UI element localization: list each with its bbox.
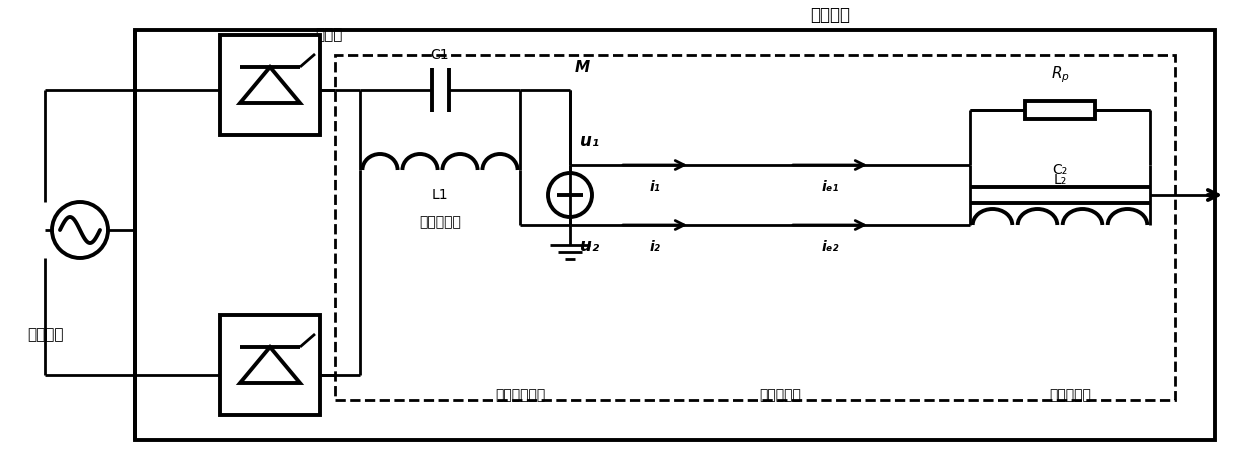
Bar: [219, 315, 320, 415]
Text: 首端滤波器: 首端滤波器: [419, 215, 461, 229]
Text: M: M: [575, 60, 590, 75]
Bar: [135, 30, 1215, 440]
Bar: [219, 35, 320, 135]
Text: 换流阀: 换流阀: [315, 28, 342, 42]
Bar: [335, 55, 1176, 400]
Text: L1: L1: [432, 188, 449, 202]
Text: 末端滤波器: 末端滤波器: [1049, 388, 1091, 402]
Text: iₑ₁: iₑ₁: [821, 180, 838, 194]
Text: 信号注入装置: 信号注入装置: [495, 388, 546, 402]
Text: u₁: u₁: [580, 132, 599, 150]
Text: iₑ₂: iₑ₂: [821, 240, 838, 254]
Text: L₂: L₂: [1053, 173, 1066, 187]
Text: i₂: i₂: [650, 240, 661, 254]
Text: 接地极线路: 接地极线路: [759, 388, 801, 402]
Text: 直流线路: 直流线路: [810, 6, 849, 24]
Text: $R_p$: $R_p$: [1050, 64, 1069, 85]
Text: i₁: i₁: [650, 180, 661, 194]
Text: C₂: C₂: [1053, 163, 1068, 177]
Bar: [1025, 101, 1095, 119]
Text: C1: C1: [430, 48, 449, 62]
Text: u₂: u₂: [580, 237, 599, 255]
Text: 交流系统: 交流系统: [27, 328, 63, 343]
